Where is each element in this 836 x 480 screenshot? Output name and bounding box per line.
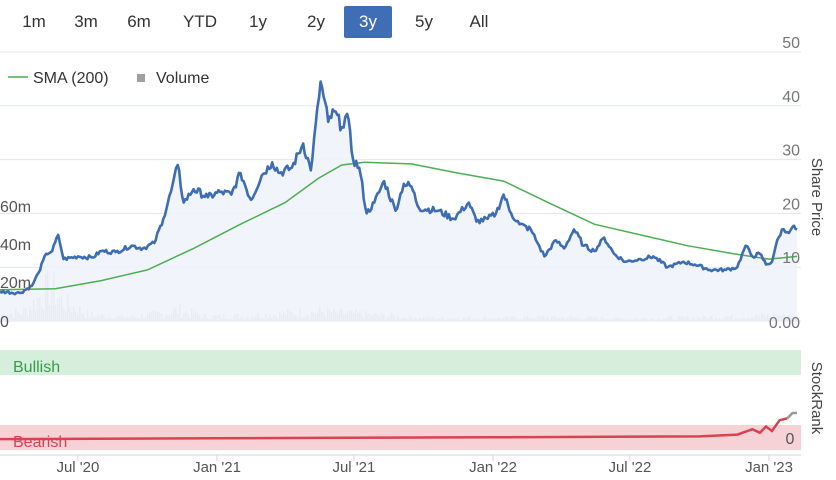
volume-legend-label: Volume (156, 70, 209, 87)
legend: SMA (200) Volume (8, 70, 209, 87)
price-axis-title: Share Price (808, 158, 825, 236)
x-tick-label: Jan '23 (745, 459, 793, 474)
price-y-tick: 50 (782, 35, 800, 52)
stockrank-panel: Bullish Bearish 0 StockRank (0, 350, 825, 451)
price-y-tick: 20 (782, 196, 800, 213)
range-button-2y[interactable]: 2y (307, 12, 325, 31)
volume-legend-swatch (137, 74, 145, 82)
range-button-1y[interactable]: 1y (249, 12, 267, 31)
range-button-1m[interactable]: 1m (22, 12, 46, 31)
x-tick-label: Jul '21 (332, 459, 375, 474)
volume-y-tick: 0 (0, 314, 9, 331)
stockrank-axis-title: StockRank (808, 362, 825, 435)
bullish-band (0, 350, 801, 375)
x-tick-label: Jan '22 (469, 459, 517, 474)
price-area-fill (0, 81, 797, 321)
stockrank-line-recent (786, 411, 797, 420)
range-button-3y[interactable]: 3y (344, 6, 392, 38)
range-button-5y[interactable]: 5y (415, 12, 433, 31)
price-y-tick: 30 (782, 143, 800, 160)
range-selector: 1m 3m 6m YTD 1y 2y 3y 5y All (0, 6, 520, 40)
price-y-ticks: 10 20 30 40 50 0.00 (769, 35, 800, 332)
volume-y-tick: 60m (0, 199, 31, 216)
volume-y-ticks: 0 20m 40m 60m (0, 199, 31, 331)
volume-y-tick: 20m (0, 275, 31, 292)
bullish-label: Bullish (13, 359, 60, 376)
x-tick-label: Jul '20 (56, 459, 99, 474)
stockrank-y-tick: 0 (786, 431, 795, 448)
x-axis-ticks: Jul '20 Jan '21 Jul '21 Jan '22 Jul '22 Jan '… (56, 455, 793, 474)
price-line (0, 80, 798, 296)
price-y-tick: 40 (782, 89, 800, 106)
price-y-tick: 10 (782, 250, 800, 267)
volume-y-tick: 40m (0, 237, 31, 254)
range-button-all[interactable]: All (469, 12, 489, 31)
x-tick-label: Jul '22 (608, 459, 651, 474)
range-button-6m[interactable]: 6m (127, 12, 151, 31)
price-y-tick-zero: 0.00 (769, 315, 800, 332)
bearish-label: Bearish (13, 434, 67, 451)
sma-legend-label: SMA (200) (33, 70, 109, 87)
sma-line (0, 161, 798, 291)
stockrank-line (0, 417, 788, 441)
range-button-3m[interactable]: 3m (74, 12, 98, 31)
x-tick-label: Jan '21 (193, 459, 241, 474)
range-button-ytd[interactable]: YTD (183, 12, 217, 31)
